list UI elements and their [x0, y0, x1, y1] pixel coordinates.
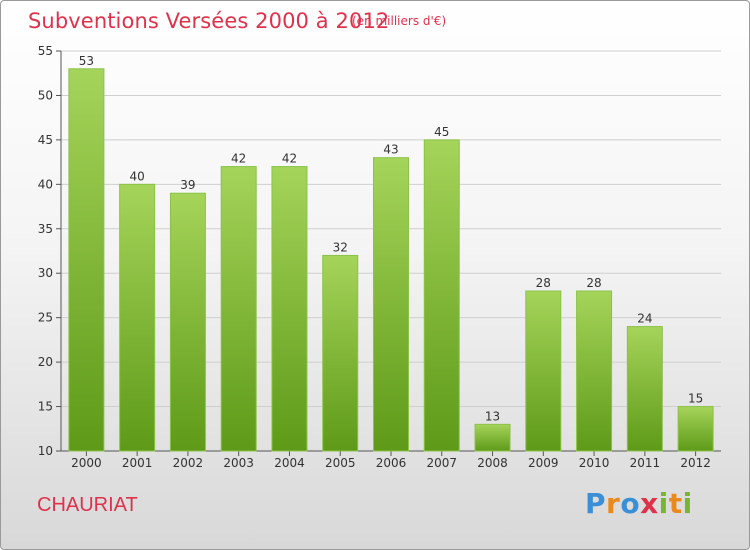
y-tick-label: 15 [38, 400, 53, 414]
bar-2002 [169, 192, 206, 452]
x-tick-label: 2011 [630, 456, 661, 470]
data-label-2002: 39 [180, 178, 195, 192]
data-label-2009: 28 [536, 276, 551, 290]
data-label-2001: 40 [130, 169, 145, 183]
data-label-2000: 53 [79, 54, 94, 68]
logo-letter: P [585, 487, 607, 520]
bar-2011 [626, 326, 663, 452]
data-label-2010: 28 [586, 276, 601, 290]
y-tick-label: 40 [38, 177, 53, 191]
x-tick-label: 2010 [579, 456, 610, 470]
data-label-2011: 24 [637, 312, 652, 326]
bar-2004 [271, 166, 308, 452]
data-label-2006: 43 [383, 143, 398, 157]
data-label-2008: 13 [485, 409, 500, 423]
y-tick-label: 25 [38, 311, 53, 325]
x-tick-label: 2007 [426, 456, 457, 470]
logo-letter: i [682, 487, 693, 520]
bar-2001 [119, 183, 156, 452]
data-label-2004: 42 [282, 152, 297, 166]
y-tick-label: 45 [38, 133, 53, 147]
logo-letter: t [668, 487, 683, 520]
y-tick-label: 50 [38, 88, 53, 102]
x-tick-label: 2000 [71, 456, 102, 470]
data-label-2007: 45 [434, 125, 449, 139]
bar-2008 [474, 423, 511, 452]
y-tick-label: 55 [38, 44, 53, 58]
x-tick-label: 2008 [477, 456, 508, 470]
logo-letter: r [606, 487, 621, 520]
proxiti-logo: Proxiti [585, 487, 693, 520]
y-tick-label: 10 [38, 444, 53, 458]
y-tick-label: 35 [38, 222, 53, 236]
data-label-2003: 42 [231, 152, 246, 166]
x-tick-label: 2005 [325, 456, 356, 470]
logo-letter: x [640, 487, 659, 520]
bar-2006 [373, 157, 409, 452]
data-label-2012: 15 [688, 392, 703, 406]
bar-2005 [322, 254, 359, 452]
bar-2012 [677, 406, 714, 452]
bar-2003 [220, 166, 257, 452]
x-tick-label: 2004 [274, 456, 305, 470]
x-tick-label: 2009 [528, 456, 559, 470]
commune-name: CHAURIAT [37, 494, 138, 516]
chart-subtitle: (en milliers d'€) [352, 14, 447, 28]
x-tick-label: 2001 [122, 456, 153, 470]
chart-title: Subventions Versées 2000 à 2012 [28, 9, 390, 33]
data-label-2005: 32 [333, 240, 348, 254]
bar-2000 [68, 68, 105, 452]
y-tick-label: 30 [38, 266, 53, 280]
x-tick-label: 2003 [223, 456, 254, 470]
bar-2007 [423, 139, 460, 452]
y-tick-label: 20 [38, 355, 53, 369]
x-tick-label: 2012 [680, 456, 711, 470]
logo-letter: o [620, 487, 641, 520]
bar-2010 [576, 290, 613, 452]
bars [68, 68, 714, 452]
x-tick-label: 2002 [173, 456, 204, 470]
logo-letter: i [658, 487, 669, 520]
x-tick-label: 2006 [376, 456, 407, 470]
data-labels: 53 40 39 42 42 32 43 45 13 28 28 24 15 [79, 54, 704, 424]
bar-2009 [525, 290, 562, 452]
axes: 10 15 20 25 30 35 40 45 50 55 2000 2001 2002 2003 2004… [38, 44, 721, 470]
